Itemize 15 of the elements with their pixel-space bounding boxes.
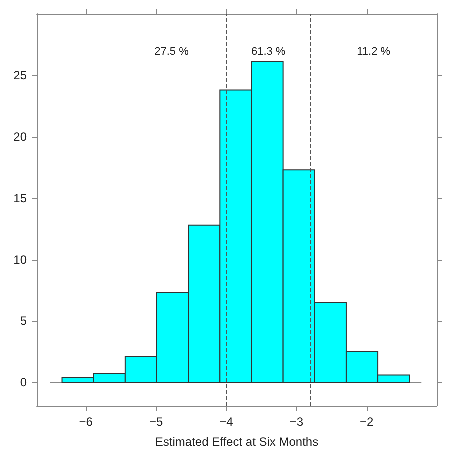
x-tick-label: −6 bbox=[79, 415, 94, 429]
y-tick-label: 0 bbox=[20, 376, 28, 390]
y-tick-label: 5 bbox=[20, 314, 28, 328]
x-tick-label: −3 bbox=[290, 415, 304, 429]
x-tick-label: −4 bbox=[220, 415, 234, 429]
annotation: 61.3 % bbox=[251, 46, 286, 58]
y-tick-label: 25 bbox=[14, 68, 28, 82]
x-tick-label: −2 bbox=[360, 415, 374, 429]
annotation: 11.2 % bbox=[357, 46, 391, 58]
annotation: 27.5 % bbox=[154, 46, 190, 58]
x-axis-title: Estimated Effect at Six Months bbox=[155, 435, 319, 449]
y-tick-label: 15 bbox=[14, 191, 28, 206]
y-tick-label: 10 bbox=[14, 252, 28, 267]
x-tick-label: −5 bbox=[149, 415, 164, 429]
y-tick-label: 20 bbox=[14, 130, 28, 144]
